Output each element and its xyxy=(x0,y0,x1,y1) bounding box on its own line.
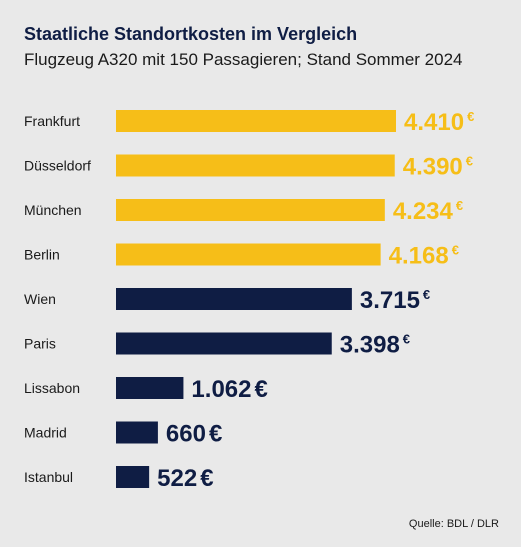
value-label: 4.410 € xyxy=(404,109,474,136)
source-note: Quelle: BDL / DLR xyxy=(408,518,499,530)
bar xyxy=(116,199,385,221)
category-label: Düsseldorf xyxy=(24,158,91,174)
value-label: 4.390 € xyxy=(403,154,473,181)
value-label: 3.715 € xyxy=(360,287,430,314)
bar xyxy=(116,154,395,177)
value-label: 3.398 € xyxy=(340,332,410,359)
category-label: Paris xyxy=(24,336,56,352)
value-label: 1.062 € xyxy=(191,376,267,403)
bar xyxy=(116,421,158,444)
category-label: Lissabon xyxy=(24,380,80,396)
bar xyxy=(116,377,184,399)
category-label: Frankfurt xyxy=(24,113,80,129)
bar xyxy=(116,466,150,488)
value-label: 4.234 € xyxy=(393,198,463,225)
chart-title: Staatliche Standortkosten im Vergleich xyxy=(24,24,358,44)
bar xyxy=(116,288,352,310)
value-label: 4.168 € xyxy=(389,243,459,270)
category-label: Berlin xyxy=(24,247,60,263)
bar xyxy=(116,332,332,355)
category-label: Wien xyxy=(24,291,56,307)
bar xyxy=(116,243,381,266)
chart-subtitle: Flugzeug A320 mit 150 Passagieren; Stand… xyxy=(24,50,463,69)
value-label: 660 € xyxy=(166,421,222,448)
category-label: Madrid xyxy=(24,425,67,441)
bar xyxy=(116,110,396,132)
category-label: München xyxy=(24,202,82,218)
value-label: 522 € xyxy=(157,465,213,492)
category-label: Istanbul xyxy=(24,469,73,485)
